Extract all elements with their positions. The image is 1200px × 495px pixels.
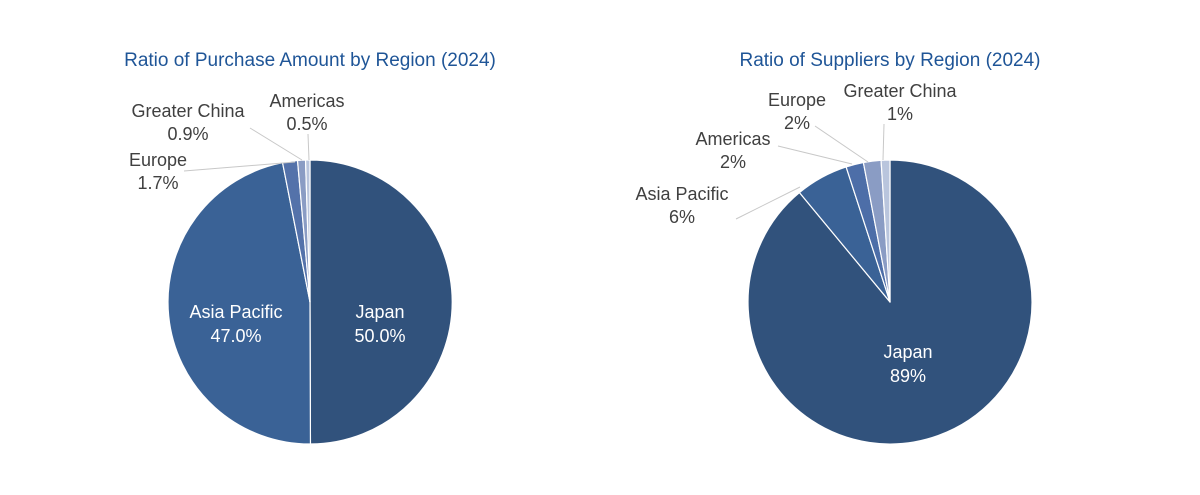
slice-label-greater-china: Greater China [131,101,245,121]
slice-value-asia-pacific: 47.0% [210,326,261,346]
chart-title-suppliers: Ratio of Suppliers by Region (2024) [739,50,1040,71]
slice-label-greater-china: Greater China [843,81,957,101]
chart-title-purchase-amount: Ratio of Purchase Amount by Region (2024… [124,50,496,71]
slice-value-japan: 50.0% [354,326,405,346]
leader-line-americas [307,133,310,161]
slice-label-japan: Japan [883,342,932,362]
slice-value-japan: 89% [890,366,926,386]
pie-slice-japan [309,159,453,445]
leader-line-americas [777,145,853,165]
slice-label-asia-pacific: Asia Pacific [635,184,728,204]
leader-line-greater-china [882,123,885,161]
pie-suppliers: Japan 89% Asia Pacific 6% Americas 2% Europe 2%… [635,81,1033,445]
leader-line-greater-china [249,127,303,161]
slice-label-asia-pacific: Asia Pacific [189,302,282,322]
pie-slice-greater-china [880,159,891,303]
slice-label-americas: Americas [269,91,344,111]
slice-value-americas: 0.5% [286,114,327,134]
leader-line-europe [183,161,296,172]
slice-label-japan: Japan [355,302,404,322]
slice-value-europe: 2% [784,113,810,133]
pie-slice-americas [304,159,311,303]
slice-value-europe: 1.7% [137,173,178,193]
pie-purchase-amount: Japan 50.0% Asia Pacific 47.0% Europe 1.7% Gre… [129,91,453,445]
slice-value-greater-china: 1% [887,104,913,124]
slice-label-europe: Europe [768,90,826,110]
slice-value-greater-china: 0.9% [167,124,208,144]
pie-slice-asia-pacific [167,162,312,445]
slice-label-americas: Americas [695,129,770,149]
leader-line-asia-pacific [735,186,801,220]
slice-value-americas: 2% [720,152,746,172]
slice-label-europe: Europe [129,150,187,170]
slice-value-asia-pacific: 6% [669,207,695,227]
leader-line-europe [814,125,869,163]
